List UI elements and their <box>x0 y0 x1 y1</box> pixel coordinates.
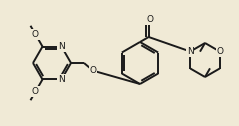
Text: O: O <box>216 47 223 56</box>
Text: O: O <box>90 66 97 75</box>
Text: O: O <box>32 87 39 96</box>
Text: O: O <box>146 15 153 24</box>
Text: N: N <box>187 47 194 56</box>
Text: N: N <box>58 42 65 51</box>
Text: O: O <box>32 30 39 39</box>
Text: N: N <box>58 75 65 84</box>
